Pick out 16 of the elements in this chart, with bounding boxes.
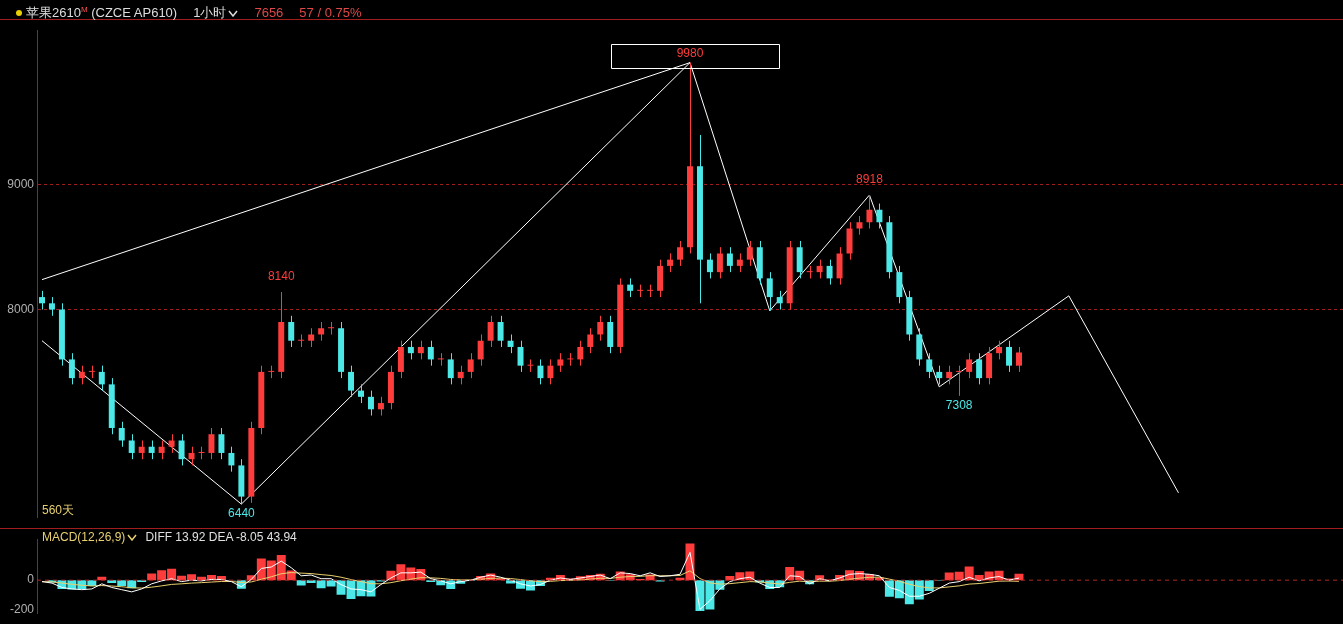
chart-subtitle: 1小时 <box>193 5 228 21</box>
annotation: 560天 <box>42 502 75 519</box>
annotation: DIFF 13.92 DEA -8.05 43.94 <box>145 530 297 544</box>
annotation: 8918 <box>856 172 884 187</box>
annotation: 7308 <box>945 398 973 413</box>
chart-title: MACD(12,26,9) <box>42 530 126 544</box>
y-tick-label: 9000 <box>7 177 35 192</box>
annotation: 6440 <box>228 506 256 521</box>
text: 7656 <box>254 5 284 21</box>
annotation: 8140 <box>267 269 295 284</box>
chart-title: 苹果2610$^{M}$ (CZCE AP610) <box>26 5 178 21</box>
y-tick-label: 0 <box>27 572 35 587</box>
text: 57 / 0.75% <box>299 5 362 21</box>
y-tick-label: 8000 <box>7 301 35 316</box>
annotation: 9980 <box>676 45 704 60</box>
y-tick-label: -200 <box>9 601 35 616</box>
